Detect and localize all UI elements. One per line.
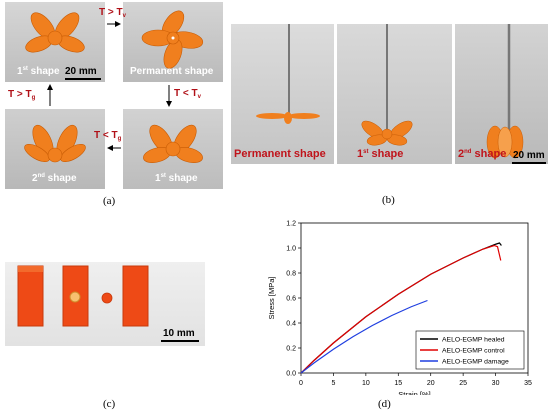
scale-label-b: 20 mm [513, 150, 545, 161]
photo-first-shape-top: 1st shape 20 mm [5, 2, 105, 82]
flower-second-shape-image [24, 124, 86, 163]
x-tick-label: 0 [299, 380, 303, 387]
x-tick-label: 35 [524, 380, 532, 387]
scale-bar-c [161, 340, 199, 342]
caption-first-shape-top: 1st shape [17, 66, 60, 77]
panel-label-d: (d) [378, 398, 391, 410]
caption-second-shape: 2nd shape [32, 173, 77, 184]
panel-label-a: (a) [103, 195, 116, 207]
caption-permanent-shape: Permanent shape [130, 66, 214, 77]
condition-up: T > Tg [8, 89, 36, 101]
stress-strain-chart: 0 5 10 15 20 25 30 35 0.0 0.2 0.4 0.6 0.8 1.0 1.2 Strai… [267, 221, 532, 396]
scale-label-a: 20 mm [65, 66, 97, 77]
flower-first-shape-bottom-image [143, 124, 203, 163]
photo-b-first [337, 24, 452, 164]
legend-label-2: AELO-EGMP control [442, 348, 505, 355]
specimens-image [17, 265, 149, 327]
photo-b-second [455, 24, 548, 164]
x-tick-label: 15 [394, 380, 402, 387]
x-axis-label: Strain [%] [398, 390, 431, 395]
photo-c-specimens: 10 mm [5, 262, 205, 346]
photo-first-shape-bottom: 1st shape [123, 109, 223, 189]
x-tick-label: 25 [459, 380, 467, 387]
scale-label-c: 10 mm [163, 328, 195, 339]
rod-first-shape-image [361, 24, 413, 146]
y-tick-label: 0.4 [286, 321, 296, 328]
photo-permanent-shape: Permanent shape [123, 2, 223, 82]
caption-first-shape-bottom: 1st shape [155, 173, 198, 184]
flower-first-shape-image [25, 12, 85, 53]
condition-left: T < Tg [94, 130, 122, 142]
condition-right: T > Tv [99, 7, 126, 19]
x-tick-label: 10 [362, 380, 370, 387]
series-line-2 [300, 244, 502, 374]
x-tick-label: 20 [427, 380, 435, 387]
x-tick-label: 5 [331, 380, 335, 387]
y-tick-label: 0.0 [286, 371, 296, 378]
caption-b-permanent: Permanent shape [234, 148, 326, 160]
caption-b-first: 1st shape [357, 148, 404, 160]
x-tick-label: 30 [492, 380, 500, 387]
y-axis-label: Stress [MPa] [267, 277, 276, 320]
y-tick-label: 0.6 [286, 296, 296, 303]
scale-bar-b [512, 162, 546, 164]
legend-box [415, 330, 525, 370]
panel-label-b: (b) [382, 194, 395, 206]
legend-label-3: AELO-EGMP damage [442, 359, 509, 366]
y-tick-label: 0.8 [286, 271, 296, 278]
condition-down: T < Tv [174, 88, 201, 100]
flower-permanent-shape-image [141, 10, 204, 69]
series-line-3 [300, 299, 428, 374]
photo-second-shape: 2nd shape [5, 109, 105, 189]
rod-permanent-image [256, 24, 320, 124]
transition-arrows [47, 21, 172, 151]
photo-b-permanent [231, 24, 334, 164]
panel-label-c: (c) [103, 398, 116, 410]
legend-label-1: AELO-EGMP healed [442, 337, 505, 344]
y-tick-label: 1.0 [286, 246, 296, 253]
rod-second-shape-image [486, 24, 524, 159]
y-tick-label: 1.2 [286, 221, 296, 228]
y-tick-label: 0.2 [286, 346, 296, 353]
scale-bar-a [65, 78, 101, 80]
caption-b-second: 2nd shape [458, 148, 507, 160]
